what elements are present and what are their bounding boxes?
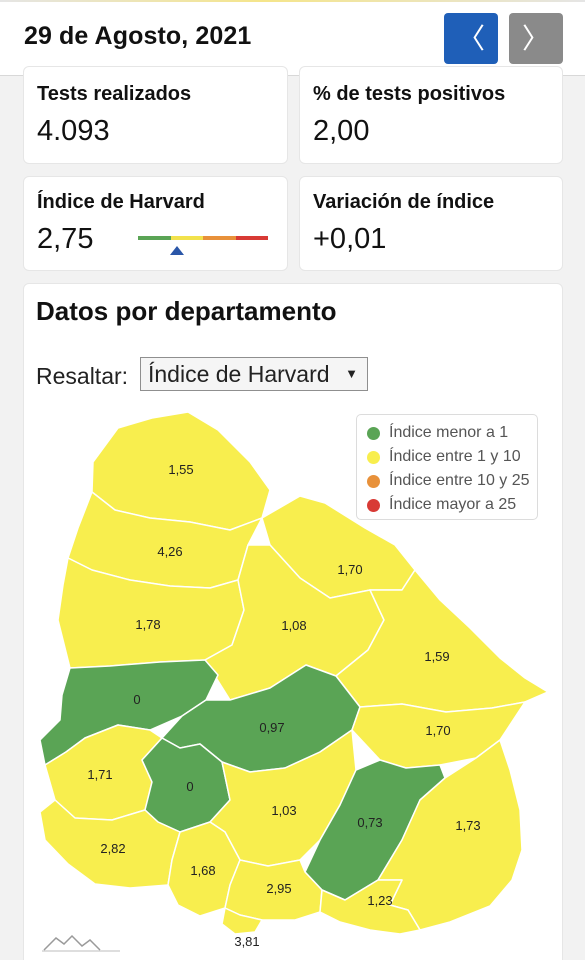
legend-dot-icon: [367, 450, 380, 464]
department-value-label: 0,73: [357, 815, 382, 830]
variation-card: Variación de índice +0,01: [299, 176, 563, 271]
scale-segment-orange: [203, 236, 236, 240]
scale-segment-yellow: [170, 236, 203, 240]
variation-value: +0,01: [313, 223, 387, 255]
department-value-label: 2,82: [100, 841, 125, 856]
caret-down-icon: ▼: [345, 366, 358, 381]
department-canelones[interactable]: [224, 859, 323, 921]
department-value-label: 1,70: [425, 723, 450, 738]
department-value-label: 3,81: [234, 934, 259, 949]
harvard-card: Índice de Harvard 2,75: [23, 176, 288, 271]
department-value-label: 1,08: [281, 618, 306, 633]
highlight-label: Resaltar:: [36, 363, 129, 389]
next-day-button[interactable]: 〉: [509, 13, 563, 64]
legend-item: Índice mayor a 25: [367, 493, 537, 517]
previous-day-button[interactable]: 〈: [444, 13, 498, 64]
department-maldonado[interactable]: [319, 879, 421, 935]
department-value-label: 1,68: [190, 863, 215, 878]
department-value-label: 1,78: [135, 617, 160, 632]
chevron-right-icon: 〉: [521, 22, 550, 55]
legend-item: Índice entre 10 y 25: [367, 469, 537, 493]
legend-label: Índice menor a 1: [389, 424, 509, 441]
department-value-label: 1,23: [367, 893, 392, 908]
legend-dot-icon: [367, 426, 380, 440]
legend-label: Índice entre 10 y 25: [389, 472, 530, 489]
variation-label: Variación de índice: [313, 191, 495, 213]
legend-item: Índice entre 1 y 10: [367, 445, 537, 469]
date-title: 29 de Agosto, 2021: [24, 22, 252, 50]
section-title: Datos por departamento: [36, 296, 337, 326]
scale-marker-icon: [170, 246, 184, 255]
uruguay-map: 1,55 4,26 1,70 1,78 1,08 1,59 0 0,97 1,70 1,71 0 1,…: [39, 411, 549, 949]
positives-value: 2,00: [313, 115, 370, 147]
department-value-label: 1,71: [87, 767, 112, 782]
department-value-label: 0: [133, 692, 140, 707]
tests-value: 4.093: [37, 115, 110, 147]
legend-dot-icon: [367, 498, 380, 512]
tests-label: Tests realizados: [37, 83, 192, 105]
department-value-label: 4,26: [157, 544, 182, 559]
department-value-label: 1,70: [337, 562, 362, 577]
positives-label: % de tests positivos: [313, 83, 506, 105]
department-value-label: 0: [186, 779, 193, 794]
map-legend: Índice menor a 1 Índice entre 1 y 10 Índ…: [356, 414, 538, 520]
department-value-label: 0,97: [259, 720, 284, 735]
department-value-label: 1,73: [455, 818, 480, 833]
tests-card: Tests realizados 4.093: [23, 66, 288, 164]
mountain-logo-icon: [42, 934, 120, 952]
scale-segment-red: [235, 236, 268, 240]
harvard-index-scale: [138, 236, 268, 240]
department-value-label: 2,95: [266, 881, 291, 896]
department-montevideo[interactable]: [221, 907, 263, 935]
department-value-label: 1,03: [271, 803, 296, 818]
positives-card: % de tests positivos 2,00: [299, 66, 563, 164]
legend-dot-icon: [367, 474, 380, 488]
chevron-left-icon: 〈: [456, 22, 485, 55]
highlight-select[interactable]: Índice de Harvard ▼: [140, 357, 368, 391]
scale-segment-green: [138, 236, 171, 240]
legend-label: Índice entre 1 y 10: [389, 448, 521, 465]
harvard-label: Índice de Harvard: [37, 191, 205, 213]
legend-label: Índice mayor a 25: [389, 496, 517, 513]
department-value-label: 1,59: [424, 649, 449, 664]
top-bar: 29 de Agosto, 2021 〈 〉: [0, 0, 585, 76]
department-rocha[interactable]: [377, 739, 523, 931]
harvard-value: 2,75: [37, 223, 94, 255]
legend-item: Índice menor a 1: [367, 421, 537, 445]
department-value-label: 1,55: [168, 462, 193, 477]
highlight-select-value: Índice de Harvard: [148, 361, 330, 387]
